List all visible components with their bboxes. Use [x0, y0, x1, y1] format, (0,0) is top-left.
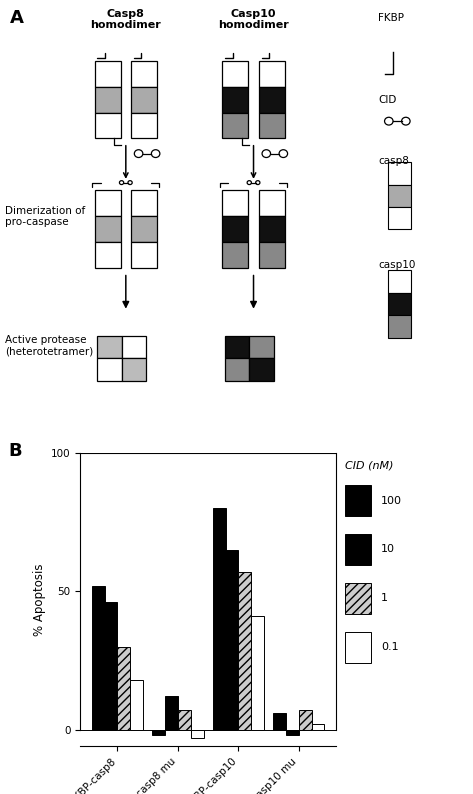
- Bar: [95, 242, 121, 268]
- Bar: [222, 191, 248, 217]
- Bar: [259, 60, 285, 87]
- Bar: [165, 696, 178, 730]
- Text: CID: CID: [378, 95, 397, 105]
- Bar: [131, 60, 157, 87]
- Bar: [131, 217, 157, 242]
- Text: Casp8
homodimer: Casp8 homodimer: [90, 9, 161, 30]
- Bar: [273, 713, 286, 730]
- Text: Dimerization of
pro-caspase: Dimerization of pro-caspase: [5, 206, 85, 227]
- Text: B: B: [8, 442, 22, 461]
- Bar: [131, 113, 157, 138]
- Text: Casp10
homodimer: Casp10 homodimer: [218, 9, 289, 30]
- Bar: [130, 680, 143, 730]
- Bar: [95, 191, 121, 217]
- Bar: [131, 87, 157, 113]
- Bar: [225, 336, 249, 358]
- Bar: [299, 711, 312, 730]
- Bar: [222, 87, 248, 113]
- Bar: [105, 602, 117, 730]
- Bar: [249, 358, 274, 381]
- Bar: [249, 336, 274, 358]
- Bar: [286, 730, 299, 735]
- Bar: [238, 572, 251, 730]
- Bar: [95, 87, 121, 113]
- Bar: [95, 60, 121, 87]
- Bar: [222, 60, 248, 87]
- Text: CID (nM): CID (nM): [345, 461, 394, 471]
- Bar: [152, 730, 165, 735]
- Bar: [222, 217, 248, 242]
- Bar: [345, 583, 371, 614]
- Bar: [388, 207, 412, 229]
- Bar: [222, 242, 248, 268]
- Bar: [259, 217, 285, 242]
- Bar: [388, 185, 412, 207]
- Bar: [345, 485, 371, 516]
- Bar: [226, 549, 238, 730]
- Bar: [388, 293, 412, 315]
- Text: casp8: casp8: [378, 156, 409, 166]
- Bar: [259, 242, 285, 268]
- Bar: [222, 113, 248, 138]
- Bar: [178, 711, 191, 730]
- Y-axis label: % Apoptosis: % Apoptosis: [33, 563, 45, 636]
- Text: 1: 1: [381, 593, 388, 603]
- Bar: [259, 191, 285, 217]
- Bar: [312, 724, 324, 730]
- Bar: [97, 358, 122, 381]
- Bar: [95, 217, 121, 242]
- Bar: [97, 336, 122, 358]
- Bar: [225, 358, 249, 381]
- Bar: [191, 730, 203, 738]
- Bar: [122, 358, 147, 381]
- Bar: [213, 508, 226, 730]
- Text: Active protease
(heterotetramer): Active protease (heterotetramer): [5, 335, 93, 357]
- Bar: [131, 242, 157, 268]
- Bar: [345, 534, 371, 565]
- Bar: [95, 113, 121, 138]
- Text: 10: 10: [381, 545, 395, 554]
- Text: A: A: [9, 9, 23, 27]
- Text: 100: 100: [381, 495, 402, 506]
- Text: 0.1: 0.1: [381, 642, 398, 652]
- Bar: [259, 113, 285, 138]
- Bar: [122, 336, 147, 358]
- Bar: [117, 646, 130, 730]
- Bar: [388, 162, 412, 185]
- Bar: [92, 586, 105, 730]
- Bar: [131, 191, 157, 217]
- Bar: [345, 632, 371, 663]
- Text: FKBP: FKBP: [378, 13, 404, 23]
- Bar: [388, 315, 412, 337]
- Text: casp10: casp10: [378, 260, 416, 270]
- Bar: [259, 87, 285, 113]
- Bar: [388, 271, 412, 293]
- Bar: [251, 616, 264, 730]
